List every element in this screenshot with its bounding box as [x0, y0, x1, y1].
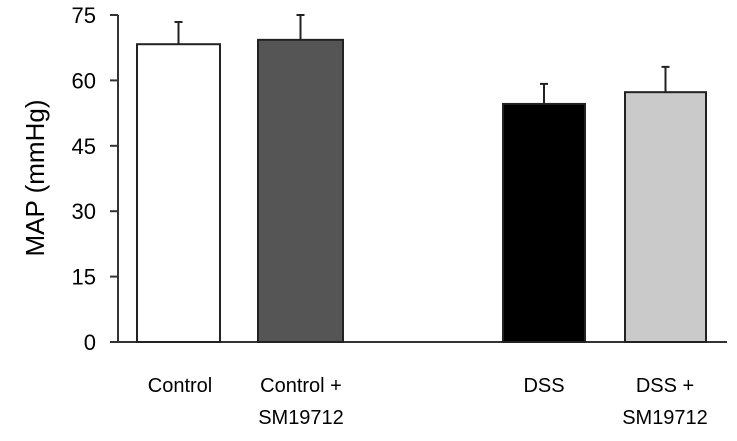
y-tick-label: 30 — [72, 199, 96, 224]
y-tick-label: 0 — [84, 330, 96, 355]
bar — [136, 43, 221, 343]
bars — [136, 14, 707, 344]
bar — [624, 91, 707, 343]
bar — [257, 38, 344, 344]
x-category-label: Control — [147, 375, 213, 397]
bar — [502, 102, 586, 343]
x-category-label: Control + SM19712 — [258, 375, 344, 429]
y-tick-label: 60 — [72, 68, 96, 93]
x-category-label: DSS — [523, 375, 565, 397]
y-tick-label: 75 — [72, 3, 96, 28]
y-axis-label: MAP (mmHg) — [20, 100, 50, 257]
x-category-label: DSS + SM19712 — [622, 375, 708, 429]
y-tick-label: 15 — [72, 265, 96, 290]
y-tick-label: 45 — [72, 134, 96, 159]
